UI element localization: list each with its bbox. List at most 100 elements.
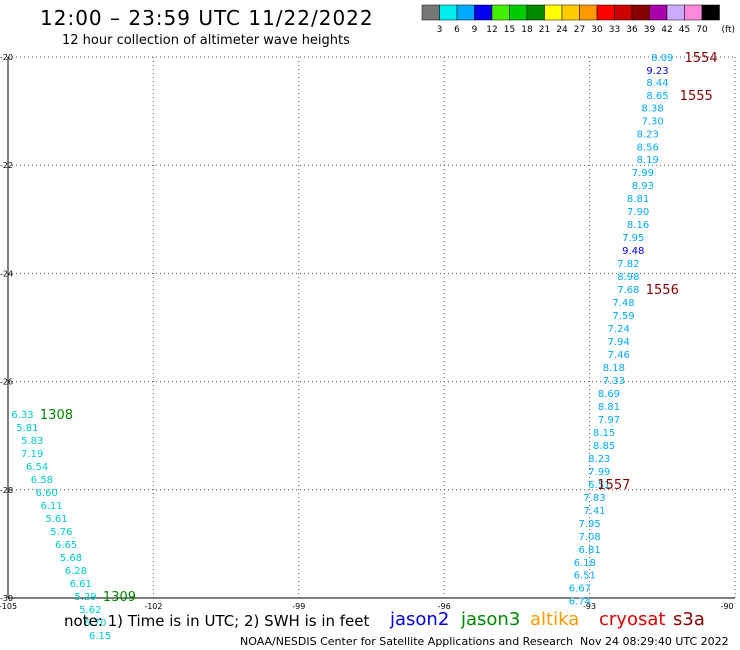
wave-height-value: 7.94 [608,337,630,348]
wave-height-value: 6.51 [574,571,596,582]
wave-height-value: 7.99 [632,168,654,179]
wave-height-value: 8.23 [588,454,610,465]
satellite-label-jason2: jason2 [390,609,450,630]
scale-label: 24 [556,25,568,35]
wave-height-value: 5.81 [16,423,38,434]
wave-height-color-scale: 3 6 9 12 15 18 21 24 27 30 33 36 39 42 45 70 (ft) [421,4,735,35]
wave-height-value: 8.44 [646,78,668,89]
x-tick-label: -90 [720,602,733,611]
wave-height-value: 8.98 [617,272,639,283]
wave-height-value: 7.82 [617,259,639,270]
wave-height-value: 6.81 [578,545,600,556]
wave-height-value: 7.95 [578,519,600,530]
wave-height-value: 6.11 [40,501,62,512]
wave-height-value: 6.15 [89,631,111,642]
y-tick-label: -30 [0,594,13,603]
wave-height-value: 6.67 [569,584,591,595]
x-tick-label: -105 [0,602,17,611]
scale-label: 36 [626,25,638,35]
wave-height-value: 5.61 [45,514,67,525]
wave-height-value: 8.81 [598,402,620,413]
wave-height-value: 8.19 [637,155,659,166]
wave-height-value: 5.76 [50,527,72,538]
scale-label: 18 [521,25,533,35]
x-tick-label: -96 [438,602,451,611]
y-tick-label: -28 [0,486,13,495]
generated-timestamp: Nov 24 08:29:40 UTC 2022 [580,635,729,648]
wave-height-value: 6.28 [65,566,87,577]
satellite-label-altika: altika [530,609,580,630]
scale-label: 12 [486,25,497,35]
wave-height-value: 5.62 [79,605,101,616]
wave-height-value: 8.15 [593,428,615,439]
satellite-label-jason3: jason3 [461,609,521,630]
wave-height-value: 5.29 [74,592,96,603]
satellite-label-s3a: s3a [673,609,705,630]
pass-time-label: 1557 [597,478,630,493]
scale-label: 9 [472,25,478,35]
scale-label: 45 [679,25,690,35]
scale-label: 70 [696,25,708,35]
y-tick-label: -24 [0,269,13,278]
scale-label: 3 [437,25,443,35]
scale-label: 30 [591,25,603,35]
pass-time-label: 1554 [685,51,718,66]
wave-height-value: 8.69 [598,389,620,400]
wave-height-value: 8.93 [632,181,654,192]
wave-height-value: 6.54 [26,462,48,473]
satellite-label-cryosat: cryosat [599,609,666,630]
wave-height-value: 7.41 [583,506,605,517]
y-tick-label: -22 [0,161,13,170]
pass-time-label: 1555 [680,89,713,104]
wave-height-value: 6.33 [11,410,33,421]
scale-label: 15 [504,25,515,35]
pass-time-label: 1308 [40,408,73,423]
wave-height-value: 7.99 [588,467,610,478]
wave-height-value: 7.48 [612,298,634,309]
wave-height-value: 8.18 [603,363,625,374]
wave-height-value: 7.68 [617,285,639,296]
scale-label: 33 [609,25,620,35]
wave-height-value: 7.46 [608,350,630,361]
wave-height-value: 8.38 [641,103,663,114]
wave-height-value: 6.60 [36,488,58,499]
wave-height-value: 7.95 [622,233,644,244]
credit-text: NOAA/NESDIS Center for Satellite Applica… [240,635,574,648]
footer-note: note: 1) Time is in UTC; 2) SWH is in fe… [64,612,370,630]
wave-height-value: 8.85 [593,441,615,452]
wave-height-value: 7.97 [598,415,620,426]
wave-height-value: 5.83 [21,436,43,447]
wave-height-value: 7.08 [578,532,600,543]
pass-time-label: 1309 [103,590,136,605]
wave-height-value: 6.58 [31,475,53,486]
wave-height-value: 7.90 [627,207,649,218]
x-tick-label: -102 [144,602,162,611]
y-tick-label: -26 [0,378,13,387]
scale-label: 39 [644,25,656,35]
wave-height-value: 5.68 [60,553,82,564]
chart-subtitle: 12 hour collection of altimeter wave hei… [62,33,350,48]
wave-height-value: 8.65 [646,91,668,102]
wave-height-value: 8.09 [651,53,673,64]
scale-label: 27 [574,25,585,35]
wave-height-value: 6.70 [84,618,106,629]
wave-height-value: 8.23 [637,129,659,140]
x-tick-label: -99 [292,602,305,611]
wave-height-value: 6.18 [574,558,596,569]
chart-title: 12:00 – 23:59 UTC 11/22/2022 [40,6,374,30]
wave-height-value: 9.23 [646,66,668,77]
wave-height-value: 9.48 [622,246,644,257]
wave-height-value: 7.19 [21,449,43,460]
wave-height-value: 6.61 [70,579,92,590]
wave-height-value: 7.59 [612,311,634,322]
wave-height-value: 8.81 [627,194,649,205]
x-tick-label: -93 [583,602,596,611]
scale-label: 21 [539,25,550,35]
wave-height-value: 6.74 [569,597,591,608]
wave-height-value: 8.56 [637,142,659,153]
wave-height-value: 7.24 [608,324,630,335]
scale-label: 42 [661,25,672,35]
wave-height-value: 6.65 [55,540,77,551]
scale-label: 6 [454,25,460,35]
